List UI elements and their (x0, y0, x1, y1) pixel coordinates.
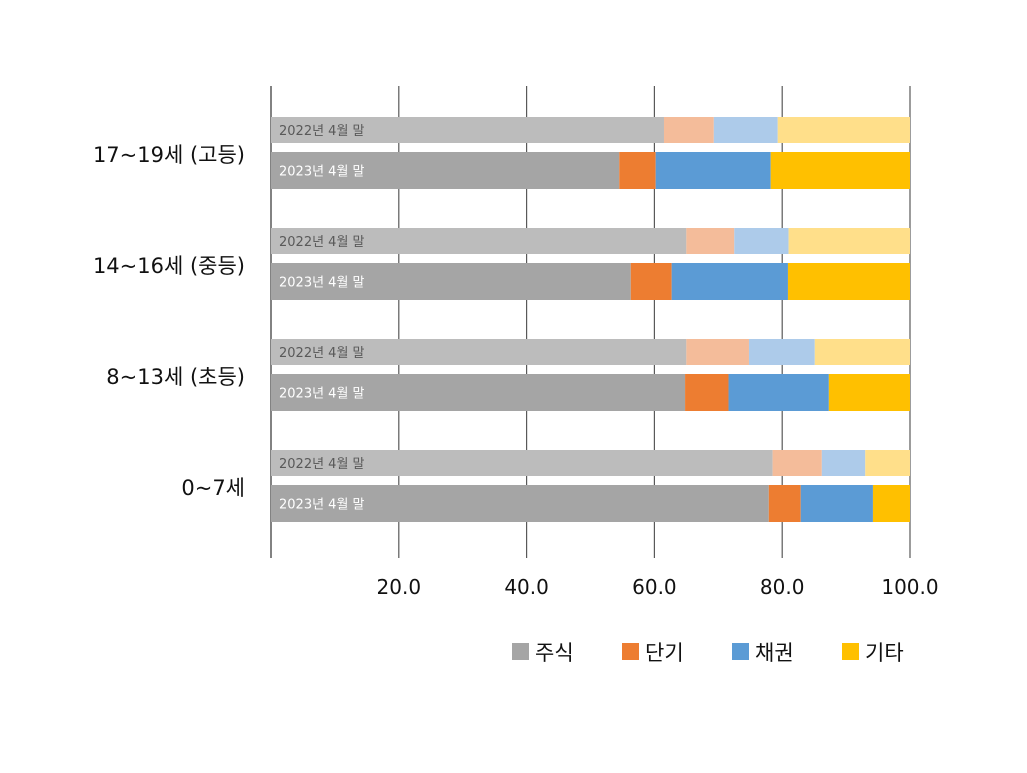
legend-swatch (732, 643, 749, 660)
bar-segment (630, 263, 672, 300)
x-axis-ticks: 20.0 40.0 60.0 80.0 100.0 (377, 575, 939, 599)
bar-segment (686, 228, 735, 254)
bar-segment (655, 152, 771, 189)
bar-segment (619, 152, 656, 189)
bar-label: 2023년 4월 말 (279, 498, 365, 513)
x-tick-label: 80.0 (760, 575, 805, 599)
bar-segment (271, 117, 664, 143)
bar-label: 2023년 4월 말 (279, 276, 365, 291)
bar-segment (728, 374, 829, 411)
legend: 주식 단기 채권 기타 (512, 641, 904, 665)
x-tick-label: 20.0 (377, 575, 422, 599)
bar-segment (787, 263, 910, 300)
legend-label: 기타 (865, 641, 904, 665)
legend-label: 주식 (535, 641, 574, 665)
legend-swatch (512, 643, 529, 660)
bar-segment (671, 263, 788, 300)
bar-segment (271, 263, 631, 300)
bar-label: 2022년 4월 말 (279, 235, 365, 250)
legend-label: 단기 (645, 641, 684, 665)
bar-labels: 2022년 4월 말 2023년 4월 말 2022년 4월 말 2023년 4월 말… (279, 124, 365, 513)
legend-label: 채권 (755, 641, 794, 665)
bar-label: 2022년 4월 말 (279, 346, 365, 361)
bar-segment (685, 374, 729, 411)
bar-label: 2022년 4월 말 (279, 457, 365, 472)
bar-segment (686, 339, 749, 365)
bar-segment (748, 339, 815, 365)
x-tick-label: 100.0 (881, 575, 938, 599)
bar-segment (734, 228, 789, 254)
legend-swatch (622, 643, 639, 660)
group-label: 8~13세 (초등) (106, 365, 245, 389)
bar-label: 2023년 4월 말 (279, 165, 365, 180)
bar-segment (770, 152, 910, 189)
bar-segment (865, 450, 910, 476)
bar-segment (814, 339, 910, 365)
bar-label: 2022년 4월 말 (279, 124, 365, 139)
bar-segment (821, 450, 866, 476)
bar-segment (768, 485, 801, 522)
bar-segment (271, 228, 687, 254)
bar-segment (772, 450, 822, 476)
bar-segment (271, 450, 773, 476)
bar-segment (271, 339, 687, 365)
group-labels: 17~19세 (고등) 14~16세 (중등) 8~13세 (초등) 0~7세 (93, 143, 245, 500)
bar-segment (872, 485, 910, 522)
bar-segment (788, 228, 910, 254)
group-label: 14~16세 (중등) (93, 254, 245, 278)
bar-segment (828, 374, 910, 411)
group-label: 0~7세 (181, 476, 245, 500)
bar-segment (271, 485, 769, 522)
bar-segment (777, 117, 910, 143)
bar-segment (713, 117, 778, 143)
bar-segment (800, 485, 873, 522)
x-tick-label: 40.0 (504, 575, 549, 599)
bar-label: 2023년 4월 말 (279, 387, 365, 402)
x-tick-label: 60.0 (632, 575, 677, 599)
bars (271, 117, 910, 522)
bar-segment (271, 374, 686, 411)
bar-segment (663, 117, 714, 143)
group-label: 17~19세 (고등) (93, 143, 245, 167)
bar-segment (271, 152, 620, 189)
legend-swatch (842, 643, 859, 660)
